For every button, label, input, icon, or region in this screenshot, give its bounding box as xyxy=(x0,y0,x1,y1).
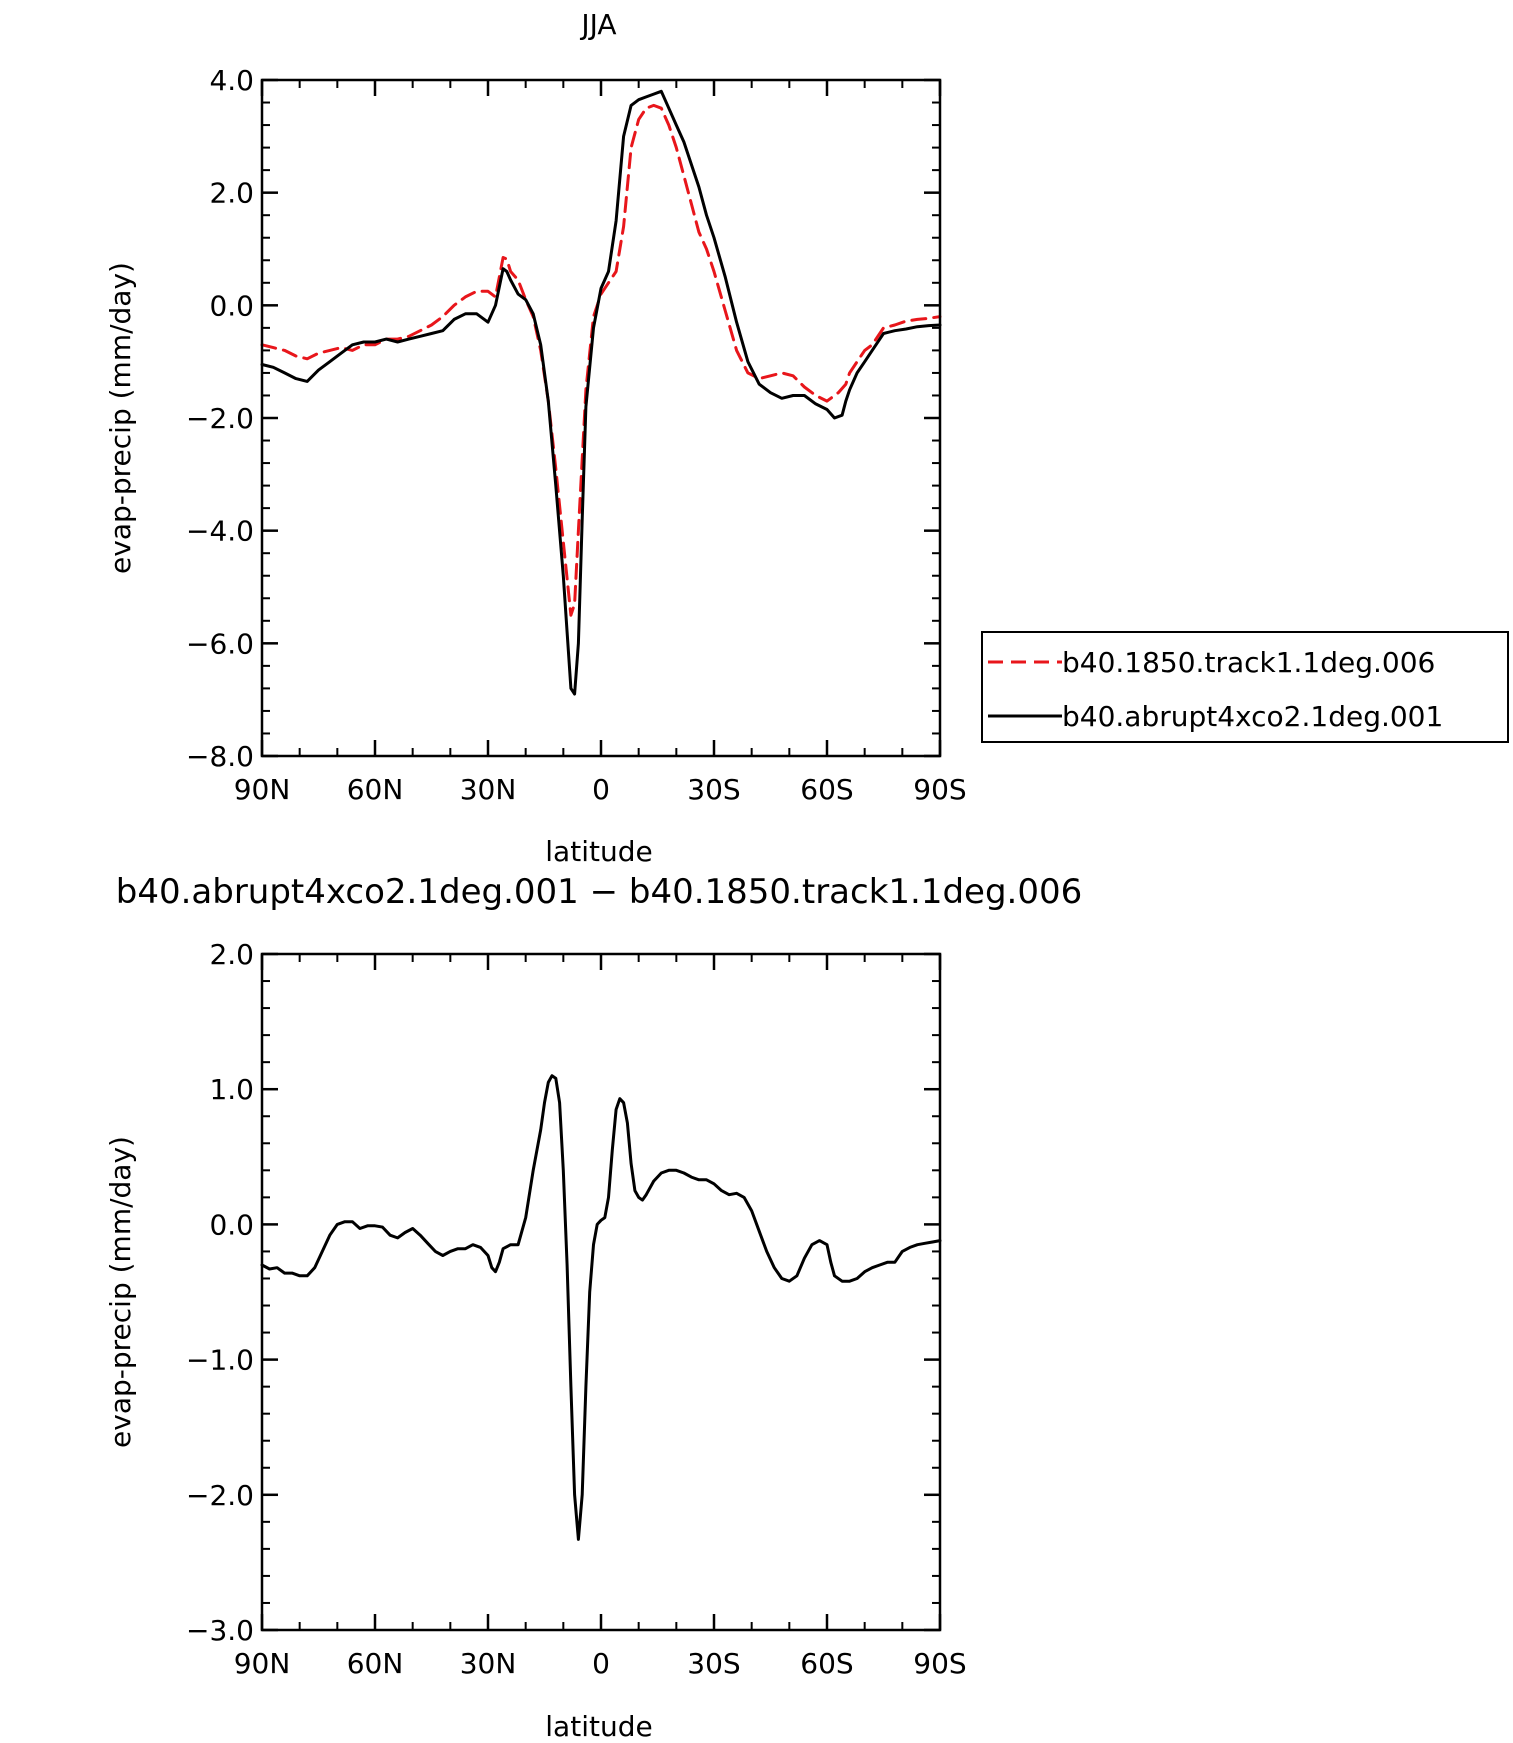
chart-top-title: JJA xyxy=(579,8,616,41)
chart-top-xtick-label: 60N xyxy=(347,773,404,806)
chart-bottom-ytick-label: −1.0 xyxy=(186,1344,254,1377)
chart-top: JJA 90N 60N 30N 0 30S 60S 90S 4.0 2.0 0.0 −2.0 −4.0… xyxy=(104,8,967,868)
chart-top-ytick-label: 2.0 xyxy=(209,177,254,210)
chart-top-plot-frame xyxy=(260,78,942,758)
chart-top-xtick-label: 30N xyxy=(460,773,517,806)
chart-top-series-line-0 xyxy=(260,103,942,617)
chart-top-xtick-label: 90S xyxy=(913,773,966,806)
chart-bottom-xtick-label: 60N xyxy=(347,1647,404,1680)
chart-top-ytick-label: −6.0 xyxy=(186,627,254,660)
legend-box xyxy=(981,631,1509,743)
chart-bottom-ylabel: evap-precip (mm/day) xyxy=(104,1136,137,1448)
chart-bottom-xtick-label: 60S xyxy=(800,1647,853,1680)
chart-bottom-xtick-label: 90S xyxy=(913,1647,966,1680)
chart-bottom-ytick-label: 2.0 xyxy=(209,938,254,971)
legend-label-baseline: b40.1850.track1.1deg.006 xyxy=(1062,646,1435,679)
chart-bottom-xtick-label: 30S xyxy=(687,1647,740,1680)
chart-top-ytick-label: −2.0 xyxy=(186,402,254,435)
chart-bottom-series-line-0 xyxy=(260,1074,942,1541)
chart-bottom-ytick-label: −3.0 xyxy=(186,1614,254,1647)
chart-bottom-ytick-label: 1.0 xyxy=(209,1073,254,1106)
legend: b40.1850.track1.1deg.006 b40.abrupt4xco2… xyxy=(981,631,1509,743)
chart-top-series-line-1 xyxy=(260,89,942,696)
chart-top-xlabel: latitude xyxy=(545,835,652,868)
chart-bottom-plot-frame xyxy=(260,952,942,1632)
chart-bottom: b40.abrupt4xco2.1deg.001 − b40.1850.trac… xyxy=(104,872,1082,1743)
chart-top-ylabel: evap-precip (mm/day) xyxy=(104,262,137,574)
chart-top-ytick-label: −8.0 xyxy=(186,740,254,773)
chart-top-ytick-label: 4.0 xyxy=(209,64,254,97)
chart-bottom-title: b40.abrupt4xco2.1deg.001 − b40.1850.trac… xyxy=(116,872,1083,912)
chart-bottom-xtick-label: 0 xyxy=(592,1647,610,1680)
chart-top-ytick-label: −4.0 xyxy=(186,515,254,548)
chart-bottom-xtick-label: 90N xyxy=(234,1647,291,1680)
chart-top-xtick-label: 60S xyxy=(800,773,853,806)
chart-top-xtick-label: 90N xyxy=(234,773,291,806)
chart-top-xtick-label: 0 xyxy=(592,773,610,806)
chart-bottom-xlabel: latitude xyxy=(545,1710,652,1743)
chart-bottom-ytick-label: 0.0 xyxy=(209,1208,254,1241)
legend-label-abrupt4xco2: b40.abrupt4xco2.1deg.001 xyxy=(1062,700,1443,733)
chart-bottom-xtick-label: 30N xyxy=(460,1647,517,1680)
chart-top-ytick-label: 0.0 xyxy=(209,289,254,322)
chart-top-xtick-label: 30S xyxy=(687,773,740,806)
chart-bottom-ytick-label: −2.0 xyxy=(186,1479,254,1512)
